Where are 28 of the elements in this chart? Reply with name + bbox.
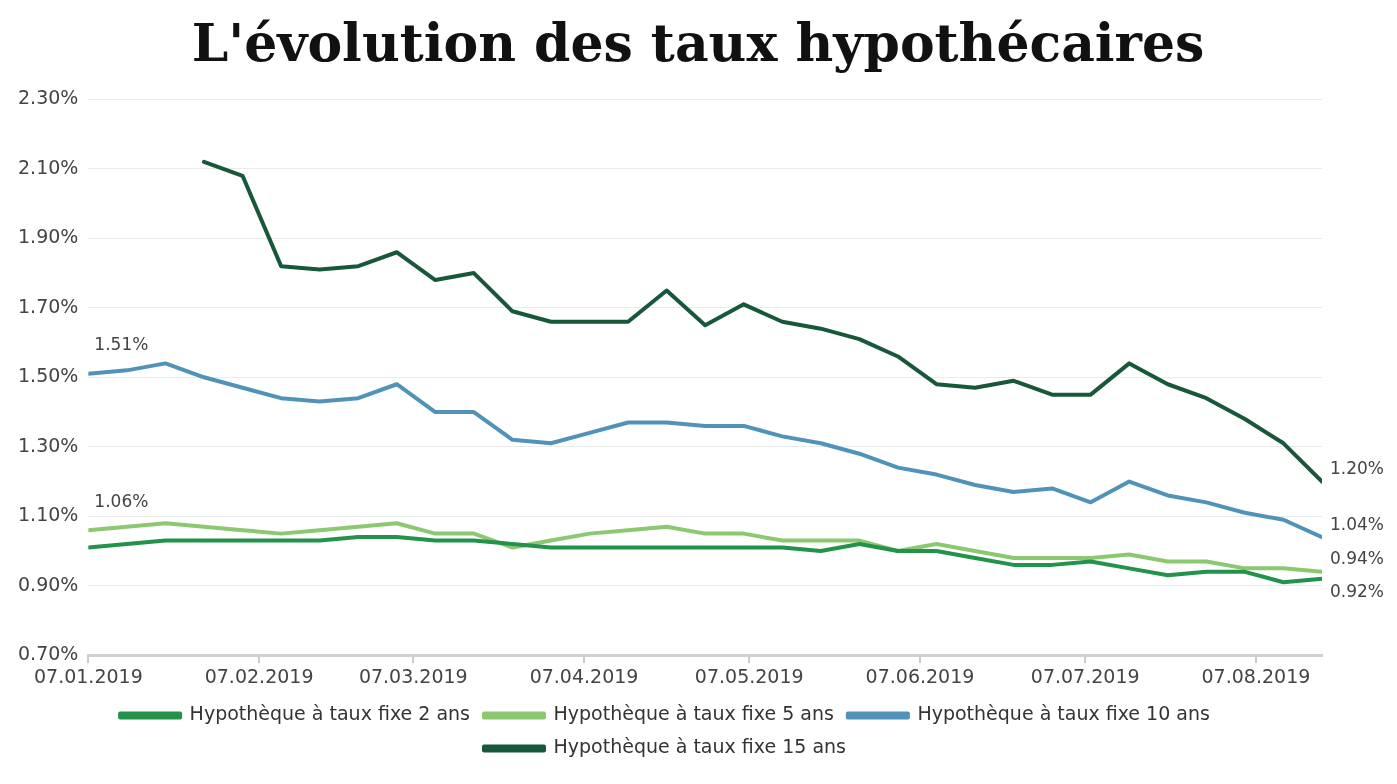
y-tick-label: 0.90%	[18, 572, 79, 595]
y-tick-label: 2.30%	[18, 86, 79, 109]
x-tick-label: 07.03.2019	[358, 664, 468, 687]
legend-label: Hypothèque à taux fixe 2 ans	[189, 702, 471, 725]
data-label: 0.94%	[1330, 548, 1385, 569]
y-tick-label: 1.70%	[18, 294, 79, 317]
data-label: 1.51%	[94, 334, 149, 355]
x-tick-label: 07.07.2019	[1030, 664, 1140, 687]
legend-label: Hypothèque à taux fixe 5 ans	[553, 702, 834, 725]
x-tick-label: 07.08.2019	[1201, 664, 1311, 687]
y-tick-label: 1.30%	[18, 433, 79, 456]
data-label: 1.20%	[1330, 457, 1385, 478]
y-tick-label: 1.50%	[18, 364, 79, 387]
data-label: 0.92%	[1330, 581, 1385, 602]
y-tick-label: 1.90%	[18, 225, 79, 248]
x-tick-label: 07.04.2019	[529, 664, 639, 687]
data-label: 1.06%	[94, 490, 149, 511]
data-label: 1.04%	[1330, 513, 1385, 534]
x-tick-label: 07.05.2019	[694, 664, 804, 687]
x-tick-label: 07.06.2019	[865, 664, 975, 687]
y-tick-label: 0.70%	[18, 642, 79, 665]
legend-label: Hypothèque à taux fixe 15 ans	[553, 735, 847, 758]
y-tick-label: 2.10%	[18, 155, 79, 178]
x-tick-label: 07.02.2019	[204, 664, 314, 687]
chart-title: L'évolution des taux hypothécaires	[190, 11, 1206, 75]
y-tick-label: 1.10%	[18, 503, 79, 526]
legend-label: Hypothèque à taux fixe 10 ans	[917, 702, 1210, 725]
x-tick-label: 07.01.2019	[33, 664, 143, 687]
